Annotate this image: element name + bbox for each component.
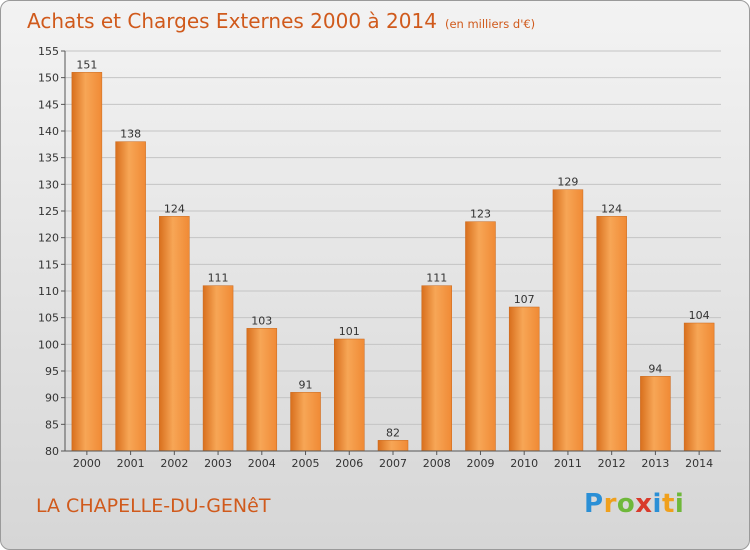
y-tick-label: 140: [38, 125, 59, 138]
proxiti-logo: Proxiti: [584, 489, 684, 519]
y-tick-label: 150: [38, 72, 59, 85]
logo-letter: i: [674, 489, 685, 519]
bar-value-label: 123: [470, 208, 491, 221]
y-tick-label: 135: [38, 152, 59, 165]
bar: [202, 285, 234, 452]
logo-letter: x: [635, 489, 653, 519]
bar: [290, 392, 321, 452]
axes: 80 85 90 95 100 105 110 115 120 125 130 135 140 145 15…: [38, 45, 721, 470]
bar-value-label: 103: [251, 314, 272, 327]
bar: [421, 285, 452, 452]
chart-title-text: Achats et Charges Externes 2000 à 2014: [27, 9, 437, 33]
y-tick-label: 145: [38, 98, 59, 111]
y-tick-label: 95: [45, 365, 59, 378]
y-tick-label: 125: [38, 205, 59, 218]
bar-value-label: 111: [426, 272, 447, 285]
bar: [246, 328, 278, 452]
logo-letter: P: [584, 489, 604, 519]
x-tick-label: 2009: [466, 457, 494, 470]
bar: [115, 141, 146, 452]
bar: [508, 306, 540, 452]
bar-value-label: 151: [76, 58, 97, 71]
bar: [640, 376, 671, 452]
y-tick-label: 105: [38, 312, 59, 325]
logo-letter: r: [603, 489, 617, 519]
y-tick-label: 85: [45, 418, 59, 431]
bar-value-label: 124: [601, 202, 622, 215]
y-tick-label: 120: [38, 232, 59, 245]
bar-value-label: 107: [514, 293, 535, 306]
bar: [71, 72, 103, 452]
commune-name: LA CHAPELLE-DU-GENêT: [36, 495, 271, 517]
bar-value-label: 124: [164, 202, 185, 215]
x-tick-label: 2000: [73, 457, 101, 470]
x-tick-label: 2012: [598, 457, 626, 470]
x-tick-label: 2008: [423, 457, 451, 470]
y-tick-label: 130: [38, 178, 59, 191]
bars: 151 138 124 111 103 91 101 82 111 123 107 129 124 94 1…: [71, 58, 715, 452]
y-tick-label: 80: [45, 445, 59, 458]
y-tick-label: 155: [38, 45, 59, 58]
x-tick-label: 2007: [379, 457, 407, 470]
bar: [377, 440, 409, 452]
bar: [465, 221, 496, 452]
x-tick-label: 2011: [554, 457, 582, 470]
x-tick-label: 2014: [685, 457, 713, 470]
y-tick-label: 90: [45, 392, 59, 405]
logo-letter: t: [661, 489, 675, 519]
x-tick-label: 2003: [204, 457, 232, 470]
logo-letter: i: [652, 489, 662, 519]
bar-value-label: 94: [648, 362, 662, 375]
bar-value-label: 138: [120, 128, 141, 141]
bar-value-label: 111: [208, 272, 229, 285]
bar: [596, 216, 627, 452]
y-tick-label: 115: [38, 258, 59, 271]
bar: [334, 338, 365, 452]
x-tick-label: 2002: [160, 457, 188, 470]
bar-value-label: 91: [299, 378, 313, 391]
x-tick-label: 2013: [641, 457, 669, 470]
x-tick-label: 2004: [248, 457, 276, 470]
x-tick-label: 2001: [117, 457, 145, 470]
bar: [683, 322, 715, 452]
bar-value-label: 129: [557, 176, 578, 189]
y-tick-label: 100: [38, 338, 59, 351]
logo-letter: o: [616, 489, 636, 519]
x-tick-label: 2010: [510, 457, 538, 470]
x-tick-label: 2006: [335, 457, 363, 470]
bar: [159, 216, 190, 452]
bar: [552, 189, 584, 452]
y-tick-label: 110: [38, 285, 59, 298]
chart-title: Achats et Charges Externes 2000 à 2014 (e…: [27, 9, 535, 33]
bar-value-label: 104: [689, 309, 710, 322]
bar-value-label: 82: [386, 426, 400, 439]
chart-unit: (en milliers d'€): [444, 17, 536, 31]
bar-value-label: 101: [339, 325, 360, 338]
x-tick-label: 2005: [292, 457, 320, 470]
